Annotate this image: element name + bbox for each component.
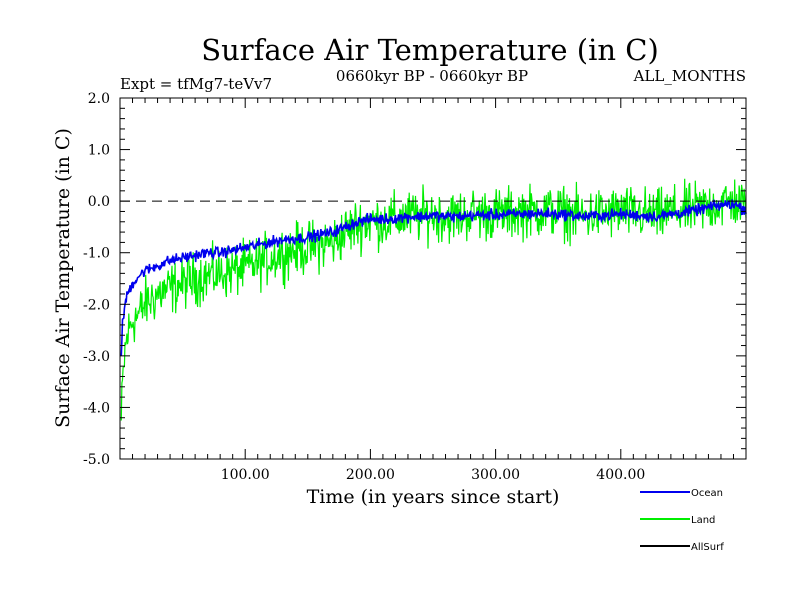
axis-ticks: 100.00 200.00 300.00 400.00 -5.0 -4.0 -3.0 -2.0… [83,91,746,483]
chart-subtitle-center: 0660kyr BP - 0660kyr BP [336,67,528,85]
x-tick-label: 100.00 [221,467,270,483]
x-tick-label: 400.00 [596,467,645,483]
x-axis-label: Time (in years since start) [307,486,560,508]
y-tick-label: -2.0 [83,297,110,313]
y-tick-label: 1.0 [88,143,110,159]
y-axis-label: Surface Air Temperature (in C) [52,128,74,428]
y-tick-label: -4.0 [83,400,110,416]
chart-subtitle-left: Expt = tfMg7-teVv7 [120,75,272,93]
legend-label-allsurf: AllSurf [691,542,724,553]
series-line-land [120,178,747,421]
legend: Ocean Land AllSurf [640,488,724,553]
chart-title: Surface Air Temperature (in C) [201,33,659,67]
x-tick-label: 300.00 [471,467,520,483]
chart-subtitle-right: ALL_MONTHS [633,67,746,85]
plot-series [120,178,747,421]
legend-label-ocean: Ocean [691,488,723,499]
y-tick-label: 0.0 [88,194,110,210]
y-tick-label: -1.0 [83,246,110,262]
legend-label-land: Land [691,515,715,526]
y-tick-label: -3.0 [83,349,110,365]
series-line-ocean [120,199,747,356]
y-tick-label: 2.0 [88,91,110,107]
y-tick-label: -5.0 [83,452,110,468]
x-tick-label: 200.00 [346,467,395,483]
